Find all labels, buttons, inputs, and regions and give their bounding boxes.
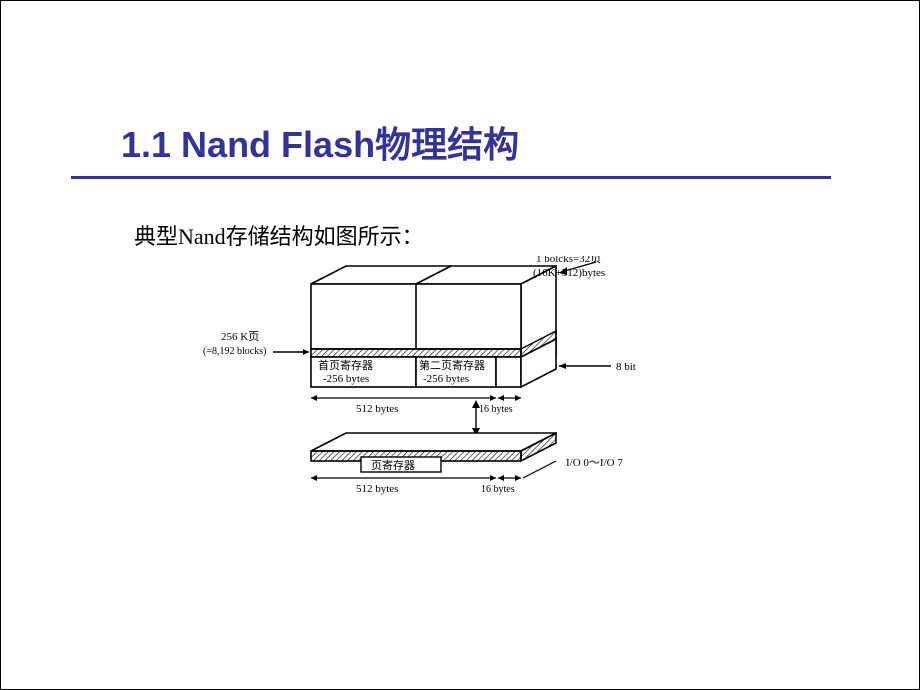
label-8bit: 8 bit [616, 361, 636, 373]
label-8192-blocks: (=8,192 blocks) [203, 346, 266, 357]
page-title: 1.1 Nand Flash物理结构 [121, 116, 919, 168]
subtitle-text: 典型Nand存储结构如图所示： [134, 219, 919, 251]
label-bottom-512: 512 bytes [356, 483, 398, 495]
label-reg2-size: -256 bytes [423, 373, 469, 385]
slide-container: 1.1 Nand Flash物理结构 典型Nand存储结构如图所示： [0, 0, 920, 690]
diagram-svg: 1 bolcks=32页 (16K+512)bytes 256 K页 (=8,1… [201, 256, 691, 516]
label-reg1-name: 首页寄存器 [318, 358, 373, 372]
label-main-512: 512 bytes [356, 403, 398, 415]
label-256k: 256 K页 [221, 331, 259, 343]
label-reg2-name: 第二页寄存器 [419, 358, 485, 372]
nand-diagram: 1 bolcks=32页 (16K+512)bytes 256 K页 (=8,1… [201, 256, 691, 516]
title-block: 1.1 Nand Flash物理结构 [1, 1, 919, 179]
label-page-reg: 页寄存器 [371, 458, 415, 472]
label-reg1-size: -256 bytes [323, 373, 369, 385]
label-bottom-16: 16 bytes [481, 484, 515, 495]
title-underline [71, 176, 831, 179]
label-block-bytes: (16K+512)bytes [533, 267, 605, 279]
label-main-16: 16 bytes [479, 404, 513, 415]
label-io: I/O 0～I/O 7 [566, 457, 623, 469]
label-block-32: 1 bolcks=32页 [536, 256, 601, 265]
